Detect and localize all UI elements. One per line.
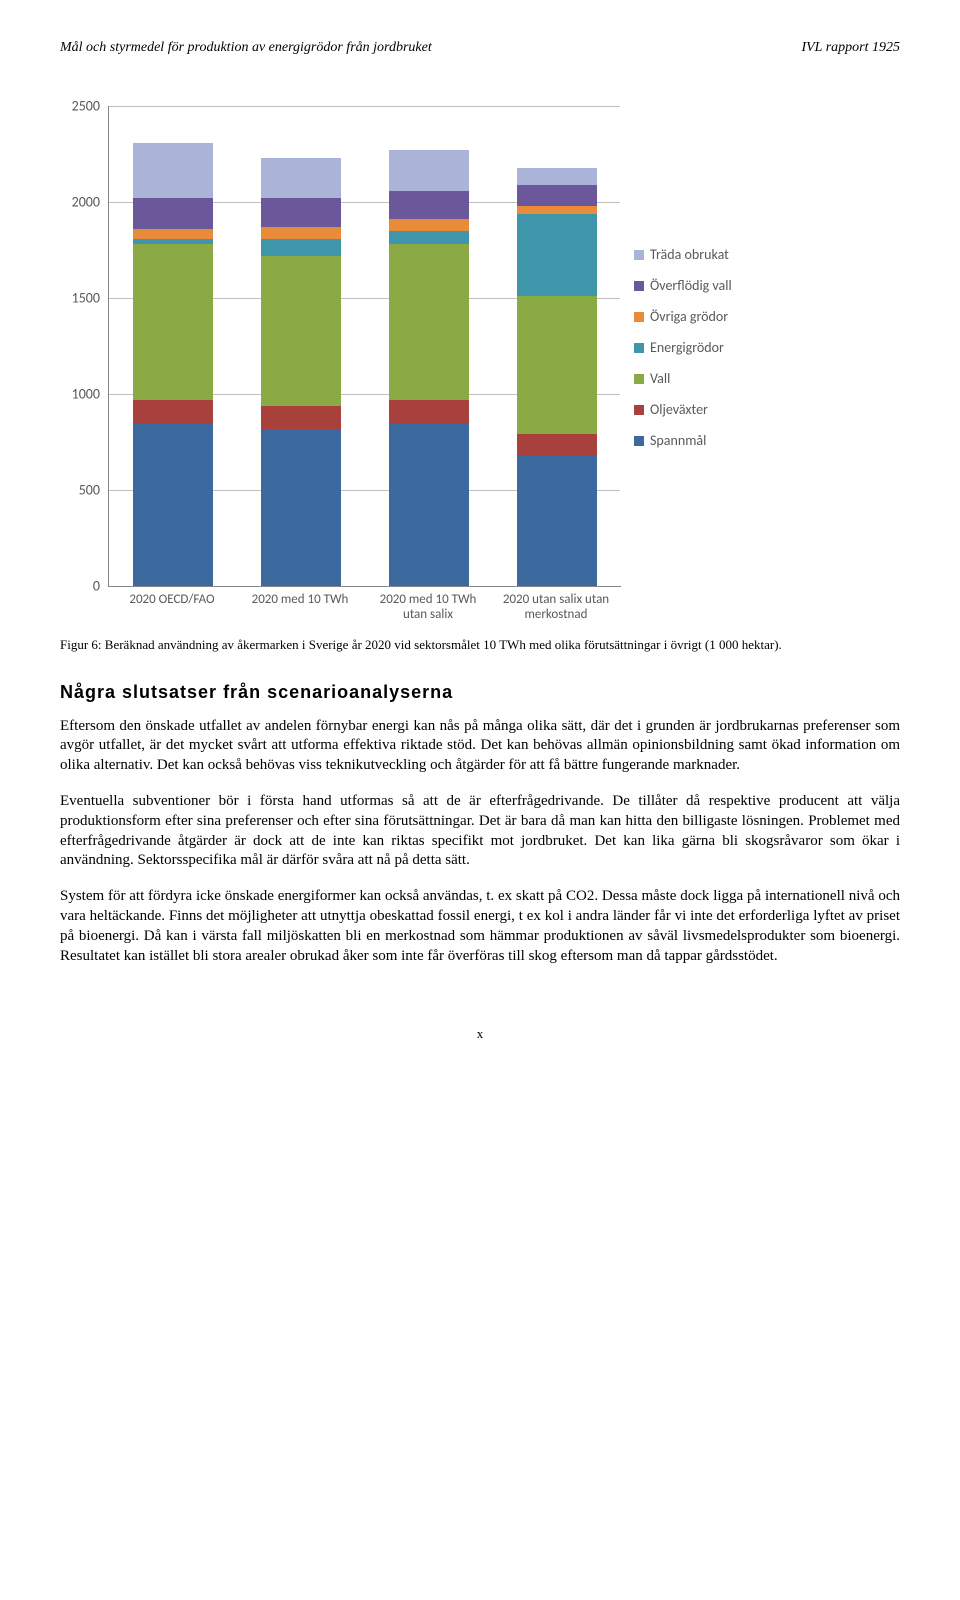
bar-segment <box>133 229 213 240</box>
bars-group <box>109 106 621 586</box>
paragraph: Eftersom den önskade utfallet av andelen… <box>60 717 900 776</box>
bar-segment <box>261 406 341 429</box>
legend-swatch <box>634 312 644 322</box>
bar-segment <box>389 400 469 423</box>
bar-segment <box>389 191 469 220</box>
legend-item: Övriga grödor <box>634 308 732 325</box>
bar <box>133 143 213 586</box>
bar <box>261 158 341 586</box>
bar-segment <box>517 434 597 455</box>
x-axis-label: 2020 med 10 TWh <box>240 592 360 622</box>
y-axis: 05001000150020002500 <box>60 106 108 586</box>
stacked-bar-chart: 05001000150020002500 2020 OECD/FAO2020 m… <box>60 106 900 626</box>
x-axis-label: 2020 utan salix utan merkostnad <box>496 592 616 622</box>
legend-swatch <box>634 405 644 415</box>
y-tick-label: 1500 <box>72 290 100 307</box>
bar-segment <box>133 423 213 586</box>
bar-segment <box>517 214 597 297</box>
legend-label: Övriga grödor <box>650 308 728 325</box>
legend-item: Träda obrukat <box>634 246 732 263</box>
bar-segment <box>261 256 341 406</box>
bar-segment <box>261 429 341 586</box>
legend-label: Vall <box>650 370 670 387</box>
bar-segment <box>261 158 341 198</box>
legend-swatch <box>634 374 644 384</box>
bar-segment <box>389 231 469 244</box>
bar-segment <box>261 239 341 256</box>
y-tick-label: 1000 <box>72 386 100 403</box>
bar-segment <box>133 198 213 229</box>
y-tick-label: 500 <box>79 482 100 499</box>
figure-caption: Figur 6: Beräknad användning av åkermark… <box>60 636 900 654</box>
bar-segment <box>517 168 597 185</box>
legend-label: Oljeväxter <box>650 401 708 418</box>
bar-segment <box>517 206 597 214</box>
x-axis-label: 2020 OECD/FAO <box>112 592 232 622</box>
bar <box>389 150 469 586</box>
legend-item: Överflödig vall <box>634 277 732 294</box>
bar-segment <box>261 198 341 227</box>
legend-label: Överflödig vall <box>650 277 732 294</box>
bar-segment <box>133 244 213 400</box>
bar-segment <box>517 296 597 434</box>
legend-label: Energigrödor <box>650 339 724 356</box>
legend-item: Spannmål <box>634 432 732 449</box>
legend-item: Vall <box>634 370 732 387</box>
chart-plot: 05001000150020002500 2020 OECD/FAO2020 m… <box>60 106 620 626</box>
legend-item: Energigrödor <box>634 339 732 356</box>
paragraph: Eventuella subventioner bör i första han… <box>60 792 900 871</box>
legend-label: Träda obrukat <box>650 246 729 263</box>
y-tick-label: 2500 <box>72 98 100 115</box>
plot-area <box>108 106 621 587</box>
bar-segment <box>517 455 597 586</box>
section-heading: Några slutsatser från scenarioanalyserna <box>60 682 900 703</box>
header-right: IVL rapport 1925 <box>801 40 900 56</box>
bar-segment <box>389 219 469 231</box>
bar-segment <box>133 143 213 199</box>
legend-swatch <box>634 343 644 353</box>
header-left: Mål och styrmedel för produktion av ener… <box>60 40 432 56</box>
legend-label: Spannmål <box>650 432 706 449</box>
bar-segment <box>389 423 469 586</box>
legend-swatch <box>634 250 644 260</box>
chart-legend: Träda obrukat Överflödig vall Övriga grödo… <box>634 246 732 463</box>
bar-segment <box>133 400 213 423</box>
bar <box>517 168 597 586</box>
legend-swatch <box>634 281 644 291</box>
page-number: x <box>60 1026 900 1042</box>
bar-segment <box>389 244 469 400</box>
y-tick-label: 0 <box>93 578 100 595</box>
bar-segment <box>517 185 597 206</box>
x-axis-labels: 2020 OECD/FAO 2020 med 10 TWh 2020 med 10 … <box>108 592 620 622</box>
bar-segment <box>389 150 469 190</box>
page-header: Mål och styrmedel för produktion av ener… <box>60 40 900 56</box>
x-axis-label: 2020 med 10 TWh utan salix <box>368 592 488 622</box>
y-tick-label: 2000 <box>72 194 100 211</box>
legend-swatch <box>634 436 644 446</box>
legend-item: Oljeväxter <box>634 401 732 418</box>
paragraph: System för att fördyra icke önskade ener… <box>60 887 900 966</box>
bar-segment <box>261 227 341 239</box>
